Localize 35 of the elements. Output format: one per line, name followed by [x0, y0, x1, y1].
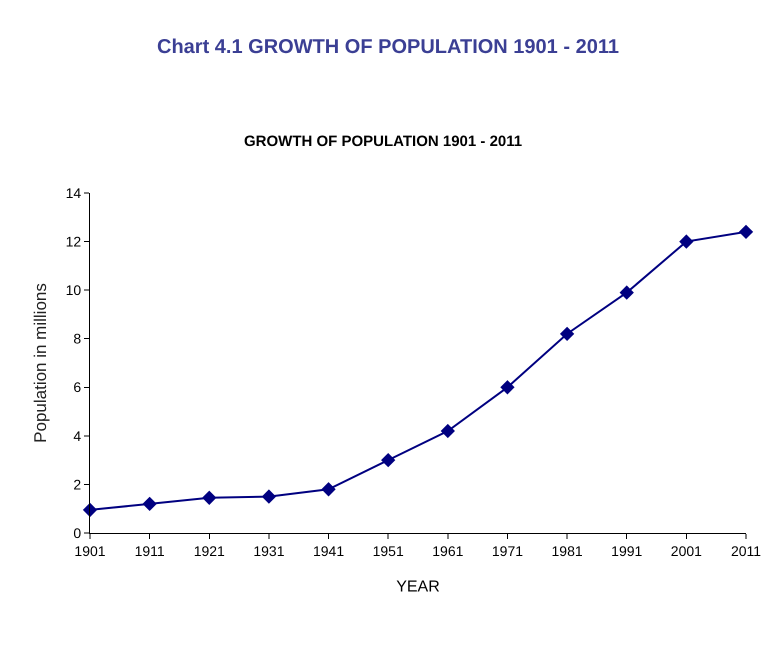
point	[202, 490, 216, 505]
chart-title: Chart 4.1 GROWTH OF POPULATION 1901 - 2011	[157, 36, 619, 58]
x-tick-label: 2011	[730, 542, 762, 559]
point	[620, 285, 634, 300]
point	[738, 224, 754, 240]
x-tick-label: 1991	[611, 542, 643, 559]
y-tick-label: 0	[73, 524, 82, 541]
y-tick-label: 6	[73, 379, 82, 396]
y-tick-label: 12	[66, 233, 82, 250]
y-tick-label: 4	[73, 428, 82, 444]
x-tick-label: 1941	[312, 542, 344, 559]
point	[560, 326, 574, 342]
point	[381, 452, 396, 468]
x-tick-label: 1921	[194, 542, 226, 559]
point	[679, 234, 694, 249]
x-tick-label: 1951	[372, 542, 404, 559]
x-tick-label: 1961	[432, 542, 464, 559]
y-tick-label: 2	[73, 476, 82, 492]
point	[321, 482, 336, 496]
chart-subtitle: GROWTH OF POPULATION 1901 - 2011	[244, 133, 522, 150]
y-tick-label: 8	[73, 330, 82, 347]
y-tick-label: 14	[66, 184, 82, 201]
x-tick-label: 1971	[492, 542, 524, 559]
y-tick-label: 10	[66, 282, 82, 298]
x-tick-label: 1901	[74, 542, 106, 559]
x-tick-label: 1911	[134, 542, 165, 559]
x-tick-label: 1981	[552, 542, 583, 559]
x-axis-title: YEAR	[396, 578, 440, 596]
point	[500, 380, 515, 394]
x-tick-label: 2001	[670, 542, 702, 559]
point	[440, 424, 455, 438]
x-tick-label: 1931	[253, 542, 285, 559]
point	[262, 489, 276, 504]
y-axis-title: Population in millions	[31, 283, 50, 443]
point	[142, 496, 157, 512]
